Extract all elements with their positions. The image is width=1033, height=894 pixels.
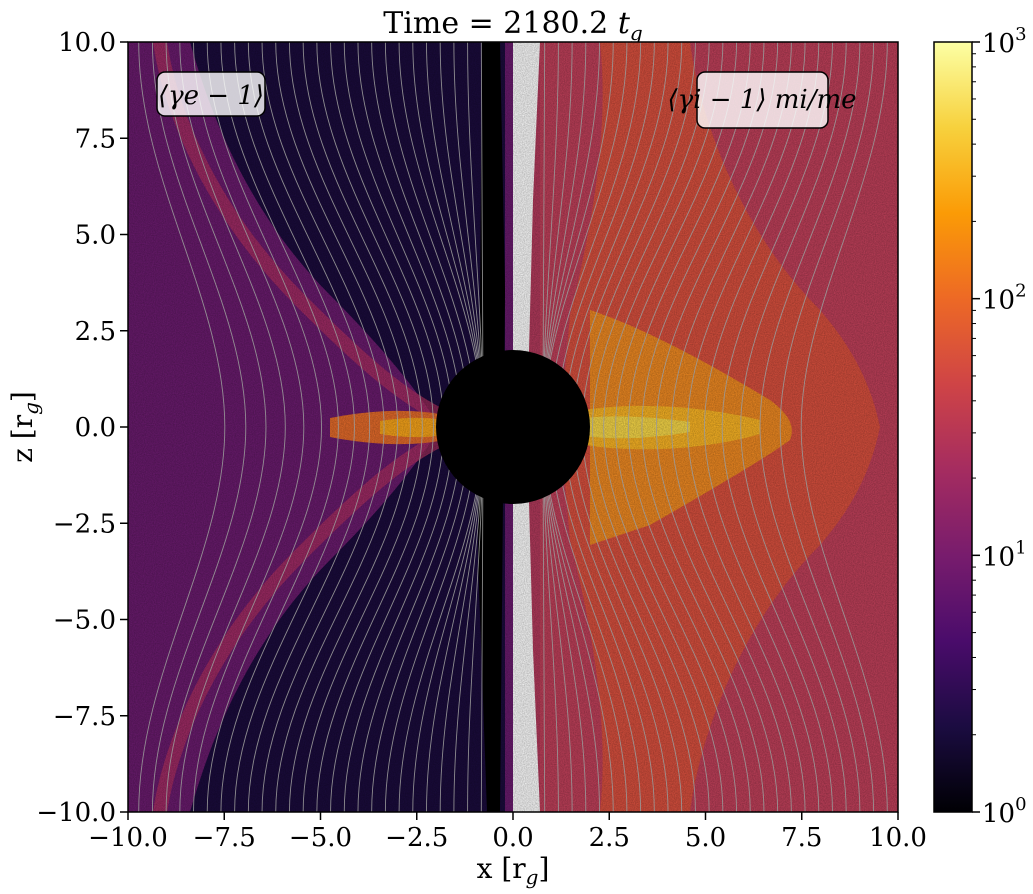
x-tick-label: 10.0 xyxy=(869,823,927,853)
contour-line xyxy=(603,42,724,812)
colorbar-tick-label: 101 xyxy=(982,537,1027,572)
x-axis: −10.0 −7.5 −5.0 −2.5 0.0 2.5 5.0 7.5 10.0 xyxy=(88,812,927,853)
colorbar-tick-label: 103 xyxy=(982,24,1027,59)
chart-title: Time = 2180.2 tg xyxy=(383,6,642,45)
contour-line xyxy=(206,42,322,812)
colorbar-ticks: 100 101 102 103 xyxy=(972,24,1027,829)
x-tick-label: 5.0 xyxy=(685,823,726,853)
x-tick-label: −2.5 xyxy=(385,823,448,853)
contour-line xyxy=(759,42,861,812)
contour-line xyxy=(261,42,385,812)
contour-line xyxy=(779,42,875,812)
contour-line xyxy=(302,42,423,812)
contour-line xyxy=(592,42,710,812)
annotation-right: ⟨γi − 1⟩ mi/me xyxy=(667,71,857,129)
colorbar-fill xyxy=(934,42,972,812)
contour-line xyxy=(234,42,355,812)
contour-line xyxy=(704,42,820,812)
y-tick-label: 10.0 xyxy=(58,28,116,58)
annotation-right-text: ⟨γi − 1⟩ mi/me xyxy=(667,85,856,115)
annotation-left: ⟨γe − 1⟩ xyxy=(156,71,266,117)
x-tick-label: 7.5 xyxy=(781,823,822,853)
contour-line xyxy=(220,42,339,812)
contour-line xyxy=(165,42,267,812)
contour-line xyxy=(275,42,399,812)
contour-line xyxy=(288,42,411,812)
contour-line xyxy=(655,42,779,812)
x-tick-label: −5.0 xyxy=(289,823,352,853)
x-tick-label: −7.5 xyxy=(193,823,256,853)
contour-line xyxy=(138,42,226,812)
contour-line xyxy=(316,42,434,812)
y-axis-label: z [rg] xyxy=(6,391,43,463)
y-tick-label: 0.0 xyxy=(75,413,116,443)
colorbar-tick-label: 100 xyxy=(982,794,1027,829)
y-tick-label: 5.0 xyxy=(75,221,116,251)
contour-line xyxy=(193,42,305,812)
contour-line xyxy=(627,42,751,812)
x-tick-label: 2.5 xyxy=(589,823,630,853)
colorbar-tick-label: 102 xyxy=(982,281,1027,316)
contour-line xyxy=(687,42,806,812)
contour-line xyxy=(671,42,792,812)
contour-line xyxy=(721,42,833,812)
field-line-contours xyxy=(138,42,888,812)
heatmap-area xyxy=(128,42,898,812)
y-axis: 10.0 7.5 5.0 2.5 0.0 −2.5 −5.0 −7.5 −10.0 xyxy=(36,28,128,828)
colorbar-frame xyxy=(933,41,973,813)
contour-line xyxy=(800,42,888,812)
x-axis-label: x [rg] xyxy=(477,852,550,889)
y-tick-label: −10.0 xyxy=(36,798,116,828)
colorbar: 100 101 102 103 xyxy=(933,24,1027,829)
y-tick-label: 7.5 xyxy=(75,124,116,154)
contour-line xyxy=(179,42,286,812)
y-tick-label: −5.0 xyxy=(53,606,116,636)
y-tick-label: 2.5 xyxy=(75,317,116,347)
contour-line xyxy=(641,42,765,812)
contour-line xyxy=(247,42,371,812)
black-hole xyxy=(436,350,590,504)
contour-line xyxy=(615,42,738,812)
contour-line xyxy=(740,42,847,812)
annotation-left-text: ⟨γe − 1⟩ xyxy=(158,81,264,111)
contour-line xyxy=(151,42,247,812)
y-tick-label: −2.5 xyxy=(53,509,116,539)
x-tick-label: 0.0 xyxy=(492,823,533,853)
y-tick-label: −7.5 xyxy=(53,702,116,732)
x-tick-label: −10.0 xyxy=(88,823,168,853)
